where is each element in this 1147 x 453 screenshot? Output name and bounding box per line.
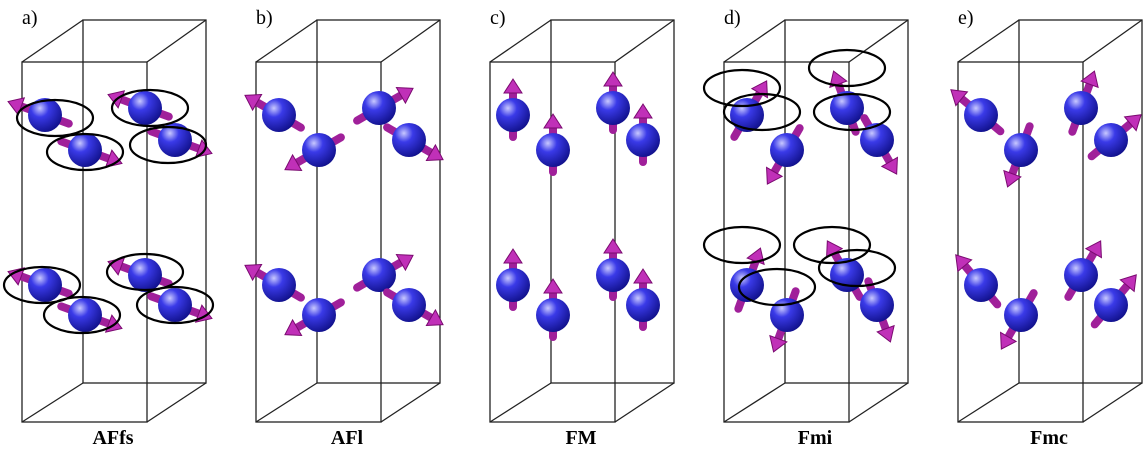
atom xyxy=(596,91,630,125)
box-edge xyxy=(22,383,83,422)
atom xyxy=(128,91,162,125)
box-edge xyxy=(147,20,206,62)
panel-name: FM xyxy=(565,427,596,449)
panel-name: Fmi xyxy=(798,427,833,449)
box-edge xyxy=(615,383,674,422)
atom xyxy=(596,258,630,292)
spin-head xyxy=(544,279,562,293)
atom xyxy=(128,258,162,292)
panel: c) FM xyxy=(490,7,674,449)
atom xyxy=(626,123,660,157)
box-edge xyxy=(147,383,206,422)
atom xyxy=(28,268,62,302)
atom xyxy=(1094,123,1128,157)
box-edge xyxy=(1083,20,1142,62)
panel: d) Fmi xyxy=(704,7,908,449)
panel-name: AFl xyxy=(331,427,364,449)
atom xyxy=(1064,258,1098,292)
spin-head xyxy=(504,79,522,93)
panel-letter: e) xyxy=(958,7,974,29)
panels: a) AFfs b) AFl c) FM d) Fmi e) Fmc xyxy=(4,7,1142,449)
spin-head xyxy=(634,104,652,118)
box-back xyxy=(317,20,440,383)
box-edge xyxy=(381,20,440,62)
box-edge xyxy=(849,20,908,62)
box-edge xyxy=(849,383,908,422)
box-back xyxy=(1019,20,1142,383)
spin-head xyxy=(604,72,622,86)
atom xyxy=(770,133,804,167)
atom xyxy=(392,123,426,157)
panel-name: Fmc xyxy=(1030,427,1068,449)
panel-letter: a) xyxy=(22,7,38,29)
atom xyxy=(964,98,998,132)
atom xyxy=(860,288,894,322)
panel-letter: c) xyxy=(490,7,506,29)
box-edge xyxy=(615,20,674,62)
panel-letter: b) xyxy=(256,7,273,29)
box-edge xyxy=(1083,383,1142,422)
atom xyxy=(964,268,998,302)
atom xyxy=(158,288,192,322)
box-edge xyxy=(490,383,551,422)
box-edge xyxy=(724,383,785,422)
box-edge xyxy=(256,383,317,422)
panel-name: AFfs xyxy=(92,427,133,449)
atom xyxy=(262,98,296,132)
panel: b) AFl xyxy=(245,7,443,449)
spin-head xyxy=(504,249,522,263)
panel-letter: d) xyxy=(724,7,741,29)
atom xyxy=(496,98,530,132)
atom xyxy=(496,268,530,302)
spin-head xyxy=(544,114,562,128)
atom xyxy=(1004,298,1038,332)
spin-head xyxy=(604,239,622,253)
box-edge xyxy=(381,383,440,422)
orbit-ellipse xyxy=(809,50,885,86)
atom xyxy=(770,298,804,332)
atom xyxy=(536,298,570,332)
panel: a) AFfs xyxy=(4,7,213,449)
panel: e) Fmc xyxy=(951,7,1142,449)
atom xyxy=(302,298,336,332)
atom xyxy=(392,288,426,322)
atom xyxy=(362,258,396,292)
atom xyxy=(262,268,296,302)
atom xyxy=(68,133,102,167)
orbit-ellipse xyxy=(704,227,780,263)
atom xyxy=(1064,91,1098,125)
atom xyxy=(626,288,660,322)
spin-head xyxy=(634,269,652,283)
atom xyxy=(302,133,336,167)
atom xyxy=(1094,288,1128,322)
atom xyxy=(536,133,570,167)
atom xyxy=(68,298,102,332)
box-back xyxy=(83,20,206,383)
box-edge xyxy=(958,383,1019,422)
figure: a) AFfs b) AFl c) FM d) Fmi e) Fmc xyxy=(0,0,1147,453)
atom xyxy=(362,91,396,125)
atom xyxy=(1004,133,1038,167)
